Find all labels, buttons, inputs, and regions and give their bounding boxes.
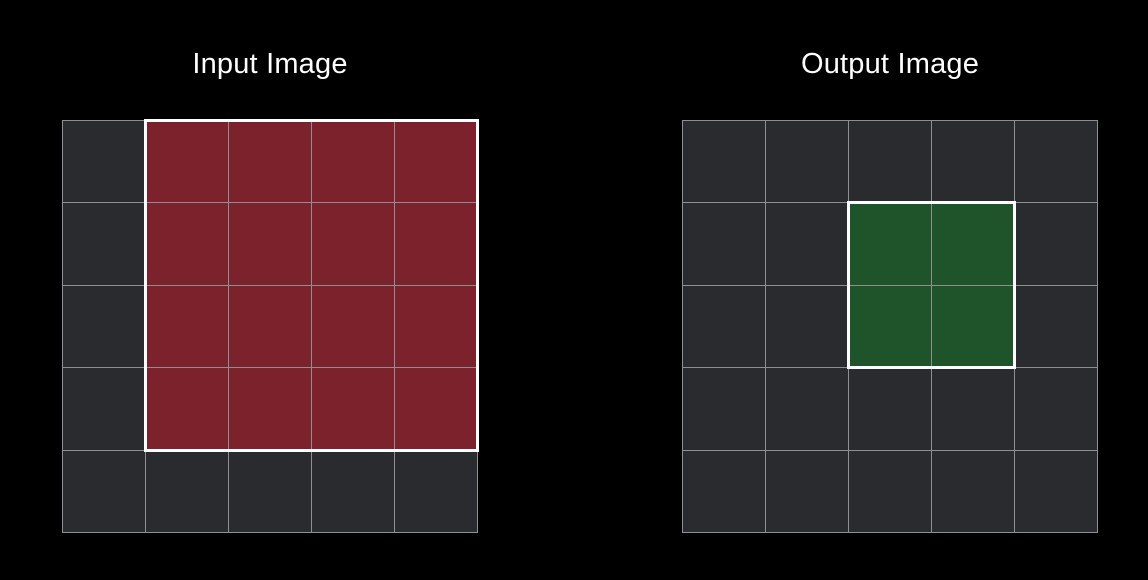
highlighted-pixel-cell [848, 202, 932, 286]
highlighted-pixel-cell [228, 202, 312, 286]
highlighted-pixel-cell [394, 367, 478, 451]
highlighted-pixel-cell [848, 284, 932, 369]
pixel-cell [848, 367, 932, 451]
highlighted-pixel-cell [394, 284, 478, 369]
highlighted-pixel-cell [311, 284, 395, 369]
pixel-cell [765, 367, 849, 451]
pixel-cell [682, 202, 766, 286]
input-image-grid [62, 119, 479, 533]
pixel-cell [62, 367, 146, 451]
pixel-cell [311, 449, 395, 533]
pixel-cell [62, 202, 146, 286]
pixel-cell [682, 367, 766, 451]
pixel-cell [765, 284, 849, 369]
highlighted-pixel-cell [931, 202, 1015, 286]
pixel-cell [765, 120, 849, 204]
pixel-cell [848, 120, 932, 204]
highlighted-pixel-cell [311, 202, 395, 286]
pixel-cell [394, 449, 478, 533]
highlighted-pixel-cell [394, 120, 478, 204]
pixel-cell [1014, 449, 1098, 533]
pixel-cell [765, 449, 849, 533]
pixel-cell [682, 449, 766, 533]
pixel-cell [1014, 202, 1098, 286]
pixel-cell [1014, 120, 1098, 204]
pixel-cell [682, 284, 766, 369]
pixel-cell [931, 449, 1015, 533]
pixel-cell [765, 202, 849, 286]
pixel-cell [1014, 284, 1098, 369]
pixel-cell [931, 367, 1015, 451]
highlighted-pixel-cell [394, 202, 478, 286]
highlighted-pixel-cell [311, 120, 395, 204]
highlighted-pixel-cell [145, 202, 229, 286]
pixel-cell [145, 449, 229, 533]
highlighted-pixel-cell [311, 367, 395, 451]
input-image-title: Input Image [192, 48, 348, 80]
highlighted-pixel-cell [145, 284, 229, 369]
highlighted-pixel-cell [931, 284, 1015, 369]
output-image-title: Output Image [800, 48, 980, 80]
highlighted-pixel-cell [145, 120, 229, 204]
output-image-grid [682, 120, 1098, 533]
highlighted-pixel-cell [228, 120, 312, 204]
pixel-cell [228, 449, 312, 533]
pixel-cell [682, 120, 766, 204]
pixel-cell [62, 449, 146, 533]
pixel-cell [848, 449, 932, 533]
pixel-cell [931, 120, 1015, 204]
highlighted-pixel-cell [145, 367, 229, 451]
pixel-cell [1014, 367, 1098, 451]
highlighted-pixel-cell [228, 367, 312, 451]
pixel-cell [62, 120, 146, 204]
pixel-cell [62, 284, 146, 369]
highlighted-pixel-cell [228, 284, 312, 369]
